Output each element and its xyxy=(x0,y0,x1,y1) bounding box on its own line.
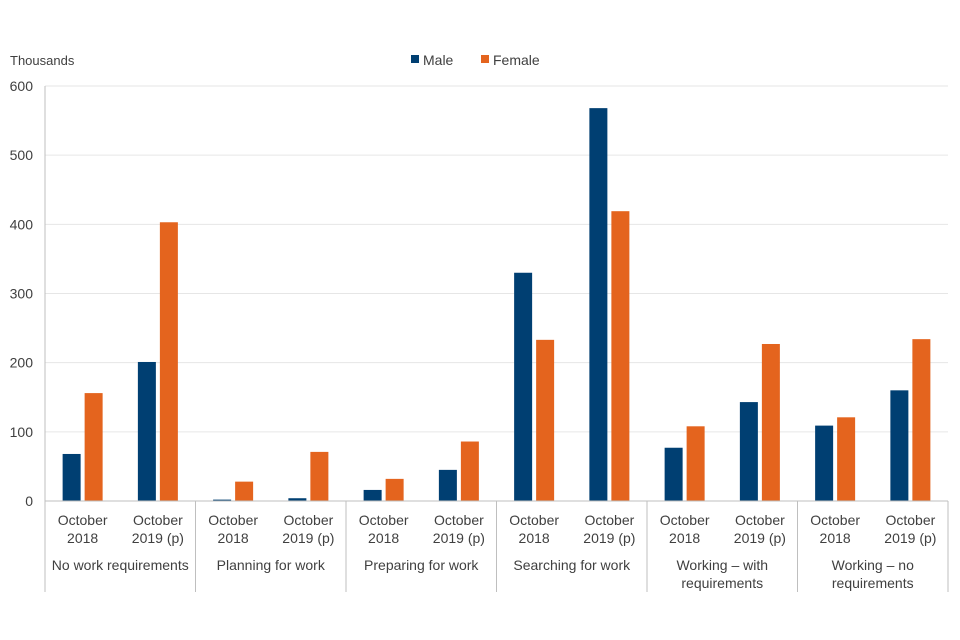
x-tick-label: October xyxy=(58,512,108,528)
y-tick-label: 200 xyxy=(10,355,34,371)
x-tick-label: October xyxy=(434,512,484,528)
x-tick-label: October xyxy=(208,512,258,528)
bar-male xyxy=(62,453,81,501)
bar-male xyxy=(438,469,457,501)
bar-female xyxy=(460,441,479,501)
x-tick-label: 2018 xyxy=(669,530,700,546)
x-tick-label: 2019 (p) xyxy=(433,530,485,546)
bar-male xyxy=(815,425,834,501)
bar-male xyxy=(288,498,307,501)
bar-female xyxy=(611,211,630,502)
bar-male xyxy=(739,402,758,501)
bar-female xyxy=(310,451,329,501)
bar-female xyxy=(84,393,103,501)
y-tick-label: 400 xyxy=(10,216,34,232)
y-axis-label: Thousands xyxy=(10,53,75,68)
group-label: Working – no xyxy=(832,557,914,573)
x-category-labels: October 2018 October 2019 (p) No work requir… xyxy=(52,512,937,591)
legend: Male Female xyxy=(411,52,540,68)
x-tick-label: 2019 (p) xyxy=(884,530,936,546)
bar-female xyxy=(837,417,856,501)
x-tick-label: 2018 xyxy=(519,530,550,546)
bar-male xyxy=(137,361,156,501)
group-label: No work requirements xyxy=(52,557,189,573)
x-tick-label: October xyxy=(133,512,183,528)
bars xyxy=(62,108,931,502)
gridlines xyxy=(45,85,948,433)
x-tick-label: 2018 xyxy=(820,530,851,546)
legend-label-female: Female xyxy=(493,52,540,68)
bar-female xyxy=(235,481,254,501)
x-tick-label: 2019 (p) xyxy=(282,530,334,546)
group-label: requirements xyxy=(832,575,914,591)
bar-female xyxy=(385,478,404,501)
x-tick-label: 2019 (p) xyxy=(132,530,184,546)
group-label: Preparing for work xyxy=(364,557,479,573)
x-tick-label: October xyxy=(359,512,409,528)
group-label: requirements xyxy=(681,575,763,591)
y-tick-label: 0 xyxy=(25,493,33,509)
x-tick-label: October xyxy=(885,512,935,528)
legend-label-male: Male xyxy=(423,52,454,68)
y-tick-label: 100 xyxy=(10,424,34,440)
x-tick-label: October xyxy=(735,512,785,528)
bar-female xyxy=(159,222,178,501)
legend-swatch-female xyxy=(481,55,489,63)
bar-male xyxy=(589,108,608,501)
legend-swatch-male xyxy=(411,55,419,63)
x-tick-label: 2019 (p) xyxy=(734,530,786,546)
x-tick-label: October xyxy=(810,512,860,528)
bar-male xyxy=(213,499,232,501)
bar-male xyxy=(890,390,909,501)
x-tick-label: October xyxy=(660,512,710,528)
group-label: Searching for work xyxy=(513,557,631,573)
group-label: Working – with xyxy=(676,557,768,573)
y-tick-labels: 0 100 200 300 400 500 600 xyxy=(10,78,34,509)
bar-female xyxy=(536,339,555,501)
bar-male xyxy=(664,447,683,501)
y-tick-label: 600 xyxy=(10,78,34,94)
x-tick-label: 2018 xyxy=(218,530,249,546)
x-tick-label: 2018 xyxy=(368,530,399,546)
bar-female xyxy=(761,343,780,501)
bar-male xyxy=(514,272,533,501)
y-tick-label: 300 xyxy=(10,286,34,302)
y-tick-label: 500 xyxy=(10,147,34,163)
bar-male xyxy=(363,489,382,501)
x-tick-label: 2019 (p) xyxy=(583,530,635,546)
bar-female xyxy=(912,339,931,501)
group-label: Planning for work xyxy=(217,557,326,573)
bar-female xyxy=(686,426,705,501)
axes xyxy=(44,86,949,592)
x-tick-label: 2018 xyxy=(67,530,98,546)
x-tick-label: October xyxy=(283,512,333,528)
x-tick-label: October xyxy=(584,512,634,528)
x-tick-label: October xyxy=(509,512,559,528)
